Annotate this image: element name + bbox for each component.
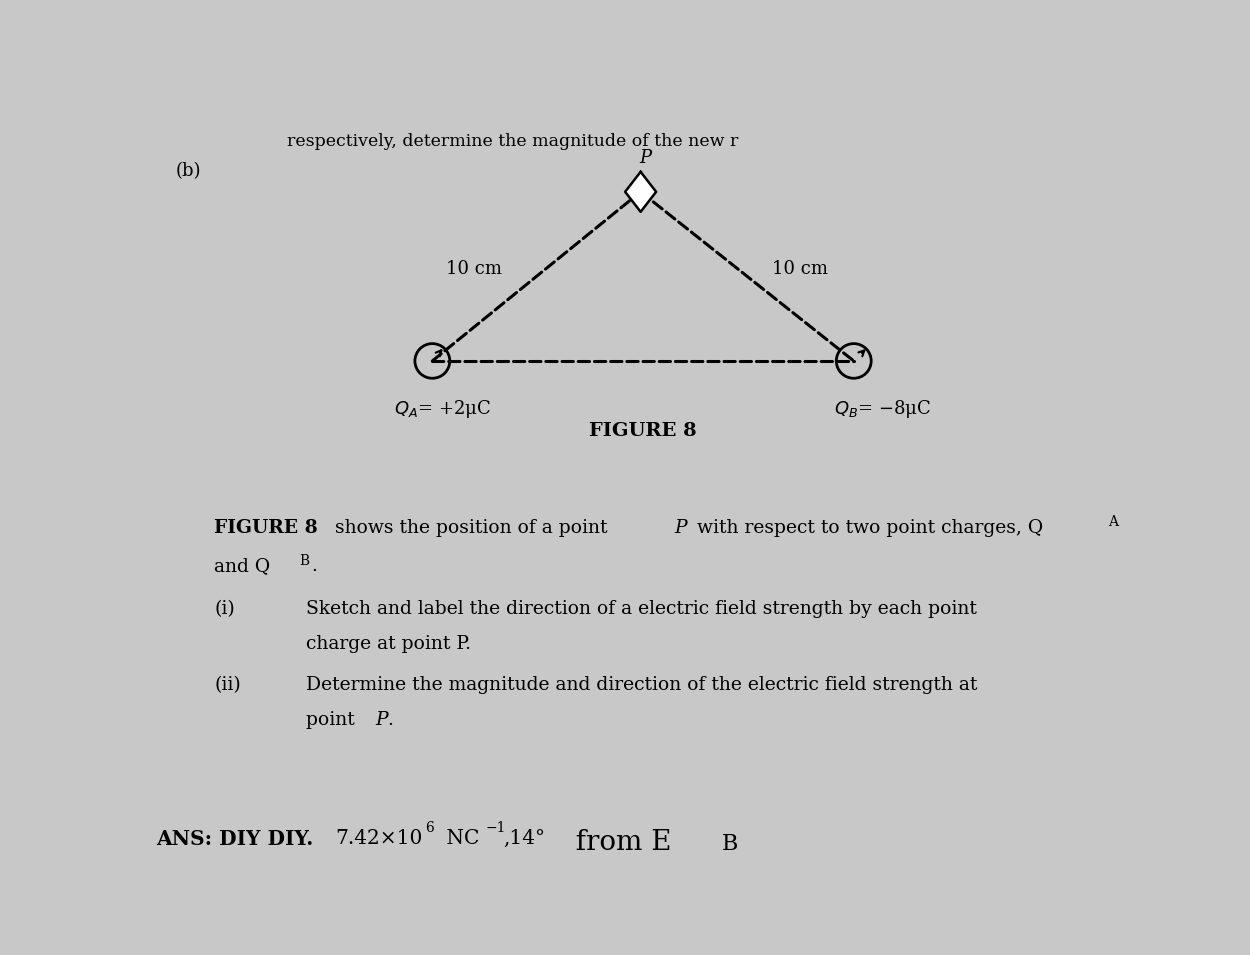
Text: NC: NC: [440, 829, 480, 848]
Text: A: A: [1109, 516, 1119, 529]
Text: with respect to two point charges, Q: with respect to two point charges, Q: [691, 519, 1042, 537]
Text: (i): (i): [215, 600, 235, 618]
Text: respectively, determine the magnitude of the new r: respectively, determine the magnitude of…: [288, 133, 739, 150]
Text: B: B: [722, 833, 739, 855]
Text: 6: 6: [425, 820, 434, 835]
Text: from E: from E: [559, 829, 671, 857]
Text: .: .: [311, 558, 318, 575]
Text: Sketch and label the direction of a electric field strength by each point: Sketch and label the direction of a elec…: [306, 600, 978, 618]
Text: 7.42×10: 7.42×10: [335, 829, 422, 848]
Text: (ii): (ii): [215, 676, 241, 693]
Text: $Q_A$= +2μC: $Q_A$= +2μC: [394, 397, 490, 420]
Text: $Q_B$= −8μC: $Q_B$= −8μC: [835, 397, 931, 420]
Text: B: B: [300, 554, 310, 567]
Text: ,14°: ,14°: [503, 829, 545, 848]
Text: P: P: [640, 149, 651, 167]
Text: P: P: [675, 519, 688, 537]
Text: .: .: [386, 711, 392, 729]
Text: −1: −1: [485, 820, 506, 835]
Text: charge at point P.: charge at point P.: [306, 635, 471, 653]
Text: Determine the magnitude and direction of the electric field strength at: Determine the magnitude and direction of…: [306, 676, 978, 693]
Text: ANS: DIY DIY.: ANS: DIY DIY.: [156, 829, 314, 849]
Text: 10 cm: 10 cm: [772, 260, 829, 278]
Text: P: P: [375, 711, 388, 729]
Text: (b): (b): [175, 162, 201, 180]
Text: point: point: [306, 711, 361, 729]
Text: 10 cm: 10 cm: [445, 260, 501, 278]
Text: and Q: and Q: [215, 558, 270, 575]
Polygon shape: [625, 172, 656, 212]
Text: FIGURE 8: FIGURE 8: [589, 422, 696, 440]
Text: FIGURE 8: FIGURE 8: [215, 519, 318, 537]
Text: shows the position of a point: shows the position of a point: [335, 519, 614, 537]
